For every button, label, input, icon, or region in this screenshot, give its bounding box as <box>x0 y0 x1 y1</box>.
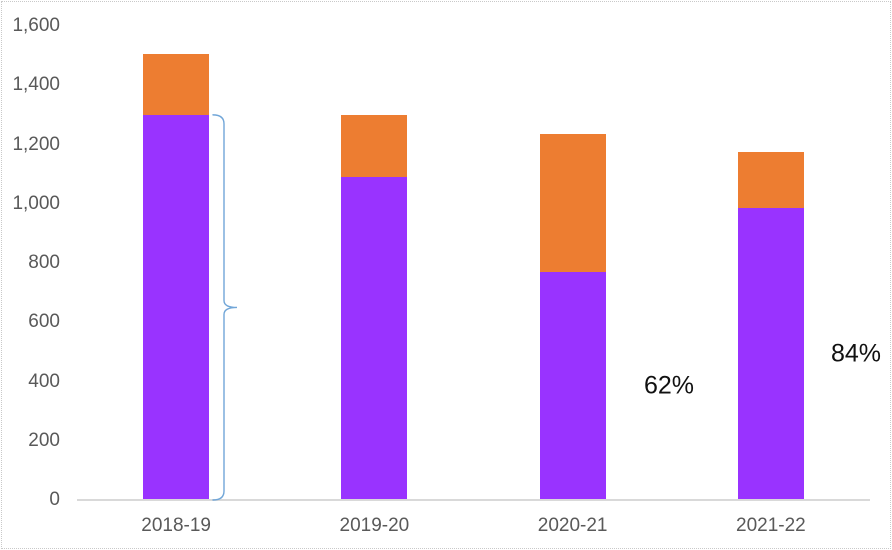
y-axis-tick-label: 600 <box>28 311 60 333</box>
x-axis-category-label: 2018-19 <box>141 515 211 536</box>
bar-segment-purple-2020-21 <box>539 271 606 500</box>
x-axis-line <box>77 499 870 501</box>
y-axis-tick-label: 400 <box>28 370 60 392</box>
annotation-62%: 62% <box>643 371 695 400</box>
x-axis-category-label: 2021-22 <box>736 515 806 536</box>
bar-segment-purple-2019-20 <box>341 177 408 500</box>
y-axis-tick-label: 0 <box>49 489 60 510</box>
annotation-84%: 84% <box>830 339 882 368</box>
bar-segment-purple-2021-22 <box>737 208 804 500</box>
y-axis-tick-label: 1,600 <box>12 15 60 36</box>
bar-segment-orange-2021-22 <box>737 151 804 209</box>
y-axis-tick-label: 800 <box>28 252 60 273</box>
x-axis-category-label: 2020-21 <box>537 515 608 536</box>
y-axis-tick-label: 200 <box>28 429 60 451</box>
bar-segment-orange-2020-21 <box>539 134 606 272</box>
y-axis-tick-label: 1,400 <box>12 74 60 96</box>
bar-segment-purple-2018-19 <box>143 114 210 500</box>
bar-segment-orange-2019-20 <box>341 114 408 178</box>
y-axis-tick-label: 1,000 <box>12 192 60 214</box>
bar-segment-orange-2018-19 <box>143 54 210 115</box>
x-axis-category-label: 2019-20 <box>339 515 410 536</box>
y-axis-tick-label: 1,200 <box>12 133 60 155</box>
